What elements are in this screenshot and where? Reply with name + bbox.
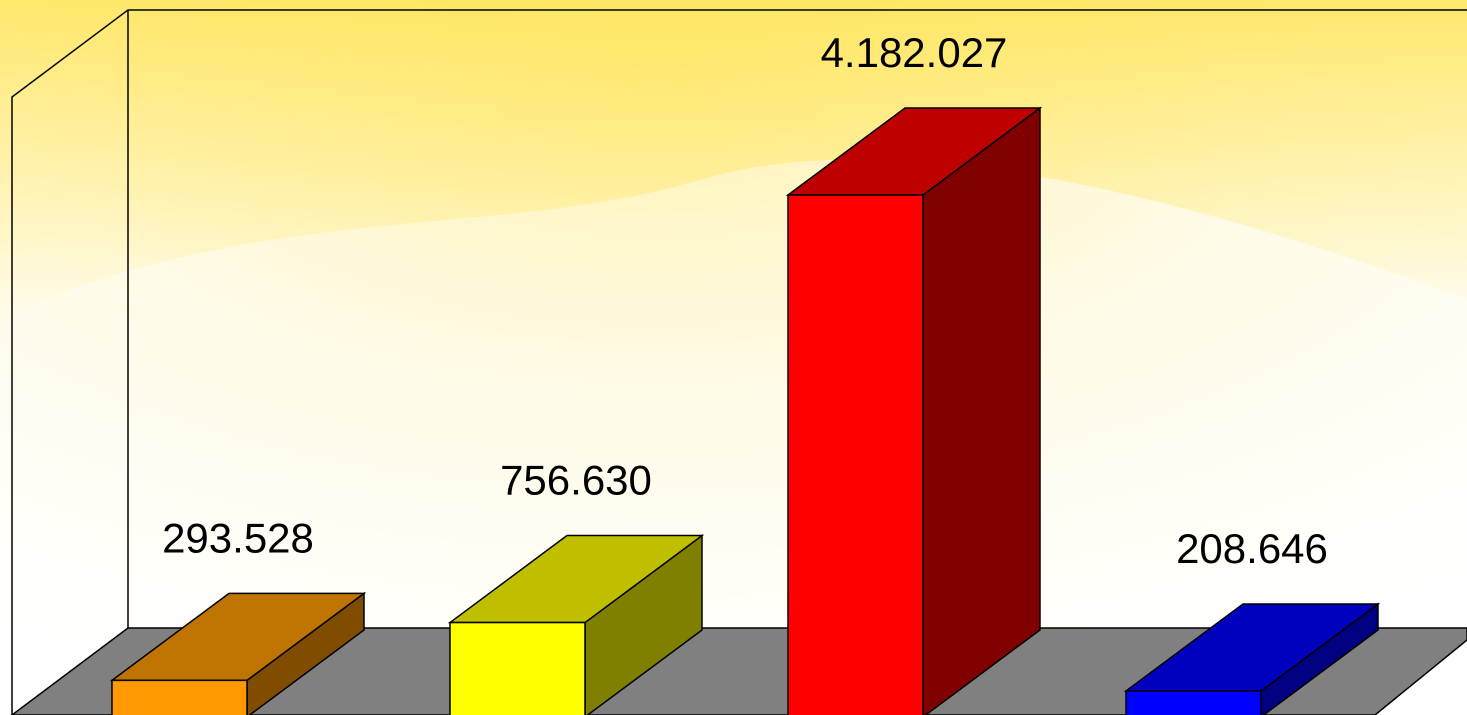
bar [109,591,367,715]
bar-front [111,679,248,715]
bars: 293.528 756.630 4.182.027 208.646 [109,29,1381,715]
background-decoration [0,0,1467,320]
bar-side [922,106,1041,715]
data-label: 4.182.027 [821,29,1008,76]
bar [785,106,1043,715]
data-label: 208.646 [1176,525,1328,572]
data-label: 293.528 [162,514,314,561]
bar-front [1125,690,1262,715]
bar [447,534,705,715]
wall-edge [11,9,1467,715]
bar [1123,602,1381,715]
data-label: 756.630 [500,457,652,504]
bar-front [787,194,924,715]
bar-front [449,621,586,715]
